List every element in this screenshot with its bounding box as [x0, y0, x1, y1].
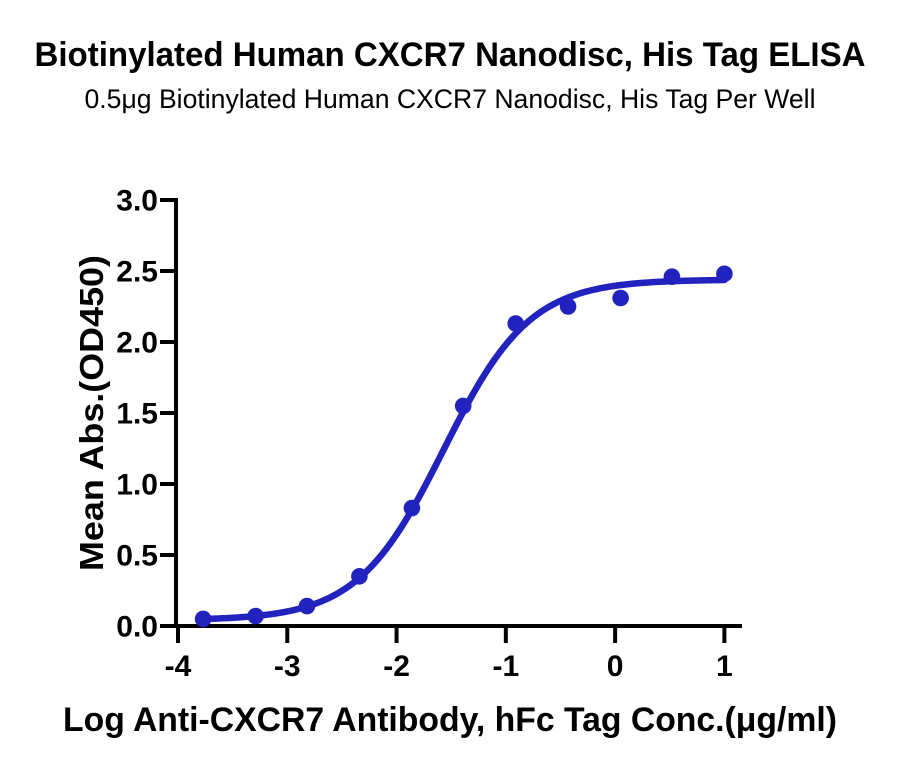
data-point — [403, 499, 421, 517]
x-axis-title: Log Anti-CXCR7 Antibody, hFc Tag Conc.(μ… — [63, 701, 837, 739]
data-series — [194, 265, 733, 628]
data-point — [298, 597, 316, 615]
data-point — [194, 610, 212, 628]
chart-title: Biotinylated Human CXCR7 Nanodisc, His T… — [35, 36, 866, 74]
y-axis-title: Mean Abs.(OD450) — [73, 255, 110, 571]
y-tick-label: 0.0 — [116, 611, 158, 644]
x-tick-label: -4 — [165, 650, 192, 683]
data-point — [663, 268, 681, 286]
y-tick-label: 3.0 — [116, 185, 158, 218]
x-tick-label: -1 — [492, 650, 519, 683]
y-tick-label: 0.5 — [116, 540, 158, 573]
data-point — [559, 298, 577, 315]
x-tick-label: -3 — [274, 650, 301, 683]
data-point — [612, 289, 629, 307]
fit-curve — [199, 276, 728, 623]
y-tick-label: 2.0 — [116, 327, 158, 360]
x-tick-label: -2 — [383, 650, 410, 683]
y-tick-label: 1.5 — [116, 398, 158, 431]
data-point — [507, 315, 524, 332]
y-tick-label: 1.0 — [116, 469, 158, 502]
data-point — [716, 265, 733, 283]
data-point — [247, 607, 264, 625]
plot-axes: 0.0 0.5 1.0 1.5 2.0 2.5 3.0 -4 -3 -2 -1 0 1 — [116, 185, 742, 683]
x-tick-label: 1 — [716, 650, 733, 683]
data-point — [351, 568, 368, 585]
x-tick-label: 0 — [607, 650, 624, 683]
y-tick-label: 2.5 — [116, 256, 158, 289]
data-point — [454, 397, 472, 415]
chart-subtitle: 0.5μg Biotinylated Human CXCR7 Nanodisc,… — [85, 84, 816, 114]
